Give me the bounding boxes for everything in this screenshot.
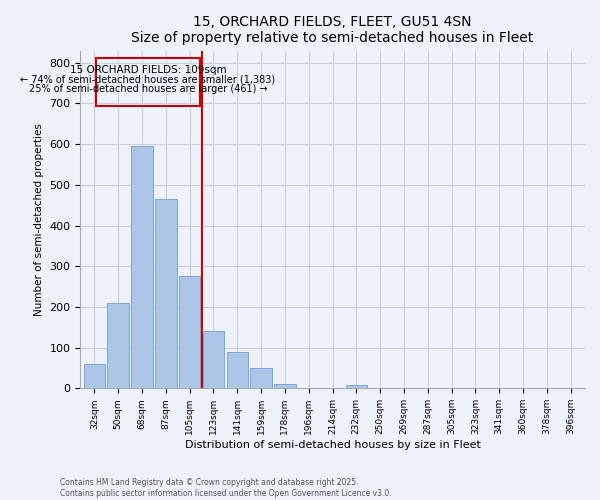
Bar: [83, 364, 105, 388]
Bar: [346, 385, 367, 388]
Bar: [179, 276, 200, 388]
X-axis label: Distribution of semi-detached houses by size in Fleet: Distribution of semi-detached houses by …: [185, 440, 481, 450]
Text: 15 ORCHARD FIELDS: 109sqm: 15 ORCHARD FIELDS: 109sqm: [70, 65, 226, 75]
Bar: [131, 146, 152, 388]
Text: ← 74% of semi-detached houses are smaller (1,383): ← 74% of semi-detached houses are smalle…: [20, 74, 275, 85]
Text: Contains HM Land Registry data © Crown copyright and database right 2025.
Contai: Contains HM Land Registry data © Crown c…: [60, 478, 392, 498]
Bar: [227, 352, 248, 389]
Title: 15, ORCHARD FIELDS, FLEET, GU51 4SN
Size of property relative to semi-detached h: 15, ORCHARD FIELDS, FLEET, GU51 4SN Size…: [131, 15, 533, 45]
Bar: [107, 303, 129, 388]
Bar: [274, 384, 296, 388]
Y-axis label: Number of semi-detached properties: Number of semi-detached properties: [34, 123, 44, 316]
Text: 25% of semi-detached houses are larger (461) →: 25% of semi-detached houses are larger (…: [29, 84, 267, 94]
Bar: [155, 199, 176, 388]
Bar: [95, 58, 200, 106]
Bar: [250, 368, 272, 388]
Bar: [203, 332, 224, 388]
